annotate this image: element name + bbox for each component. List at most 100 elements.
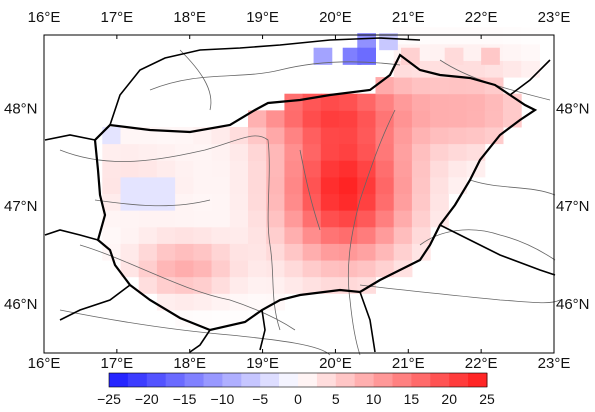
anomaly-cell — [193, 226, 213, 244]
anomaly-cell — [175, 210, 194, 228]
colorbar-tick-label: 0 — [294, 391, 302, 407]
anomaly-cell — [466, 126, 486, 145]
anomaly-cell — [379, 33, 398, 51]
longitude-tick-label: 22°E — [465, 9, 498, 26]
colorbar-segment — [109, 373, 129, 387]
anomaly-cell — [466, 27, 486, 45]
anomaly-cell — [229, 143, 249, 161]
colorbar-segment — [165, 373, 186, 387]
anomaly-cell — [375, 160, 395, 178]
anomaly-cell — [193, 309, 213, 328]
longitude-tick-label: 18°E — [173, 9, 206, 26]
anomaly-cell — [248, 176, 267, 195]
anomaly-cell — [302, 160, 322, 178]
colorbar-tick-label: −20 — [135, 391, 159, 407]
anomaly-cell — [120, 210, 140, 228]
anomaly-cell — [248, 243, 267, 261]
latitude-tick-label: 46°N — [4, 296, 38, 313]
longitude-tick-label: 19°E — [246, 9, 279, 26]
longitude-tick-label: 23°E — [538, 355, 571, 372]
anomaly-cell — [266, 110, 285, 128]
colorbar-segment — [392, 373, 412, 387]
anomaly-cell — [175, 293, 194, 311]
colorbar-tick-label: 15 — [404, 391, 420, 407]
anomaly-cell — [284, 193, 304, 211]
anomaly-cell — [302, 176, 322, 195]
anomaly-cell — [357, 243, 376, 261]
colorbar-segment — [203, 373, 223, 387]
anomaly-cell — [284, 210, 304, 228]
border-austria — [44, 134, 96, 141]
anomaly-cell — [266, 126, 285, 145]
anomaly-cell — [339, 210, 358, 228]
longitude-tick-label: 18°E — [173, 355, 206, 372]
anomaly-cell — [393, 176, 413, 195]
anomaly-cell — [375, 226, 395, 244]
anomaly-cell — [448, 27, 468, 45]
anomaly-cell — [481, 47, 500, 65]
anomaly-cell — [339, 126, 358, 145]
anomaly-cell — [138, 193, 158, 211]
map-frame — [43, 34, 555, 354]
anomaly-cell — [448, 160, 468, 178]
anomaly-cell — [339, 193, 358, 211]
anomaly-cell — [156, 293, 176, 311]
anomaly-cell — [266, 276, 285, 294]
anomaly-cell — [138, 210, 158, 228]
anomaly-cell — [521, 27, 540, 45]
anomaly-cell — [266, 226, 285, 244]
anomaly-cell — [138, 226, 158, 244]
anomaly-cell — [430, 27, 449, 45]
colorbar-tick-label: −25 — [97, 391, 121, 407]
anomaly-cell — [120, 143, 140, 161]
colorbar-segment — [127, 373, 148, 387]
anomaly-cell — [393, 210, 413, 228]
anomaly-cell — [375, 143, 395, 161]
anomaly-cell — [156, 243, 176, 261]
anomaly-cell — [357, 110, 376, 128]
longitude-tick-label: 23°E — [538, 9, 571, 26]
anomaly-cell — [193, 260, 213, 278]
anomaly-cell — [448, 93, 468, 111]
anomaly-cell — [248, 276, 267, 294]
anomaly-cell — [320, 93, 340, 111]
anomaly-cell — [156, 210, 176, 228]
anomaly-cell — [156, 260, 176, 278]
anomaly-cell — [466, 43, 486, 61]
longitude-tick-label: 21°E — [392, 355, 425, 372]
anomaly-cell — [175, 309, 194, 328]
anomaly-cell — [357, 93, 376, 111]
anomaly-cell — [342, 47, 362, 65]
anomaly-cell — [320, 243, 340, 261]
anomaly-cell — [120, 126, 140, 145]
anomaly-cell — [339, 93, 358, 111]
anomaly-cell — [156, 176, 176, 195]
anomaly-cell — [175, 243, 194, 261]
anomaly-cell — [138, 143, 158, 161]
anomaly-cell — [357, 47, 376, 65]
longitude-tick-label: 19°E — [246, 355, 279, 372]
anomaly-cell — [357, 160, 376, 178]
river-raba — [94, 199, 211, 207]
anomaly-cell — [229, 260, 249, 278]
anomaly-cell — [393, 243, 413, 261]
anomaly-cell — [211, 160, 231, 178]
anomaly-cell — [375, 210, 395, 228]
anomaly-cell — [284, 243, 304, 261]
river-east — [469, 179, 556, 196]
anomaly-cell — [102, 226, 121, 244]
anomaly-cell — [229, 276, 249, 294]
latitude-tick-label: 47°N — [556, 198, 590, 215]
border-romania — [439, 224, 556, 276]
anomaly-cell — [193, 243, 213, 261]
anomaly-cell — [138, 160, 158, 178]
colorbar-segment — [260, 373, 280, 387]
anomaly-cell — [102, 143, 121, 161]
anomaly-cell — [229, 193, 249, 211]
anomaly-cell — [193, 176, 213, 195]
river-koros — [419, 229, 556, 261]
anomaly-cell — [211, 260, 231, 278]
anomaly-cell — [193, 160, 213, 178]
anomaly-cell — [320, 160, 340, 178]
anomaly-cell — [175, 126, 194, 145]
